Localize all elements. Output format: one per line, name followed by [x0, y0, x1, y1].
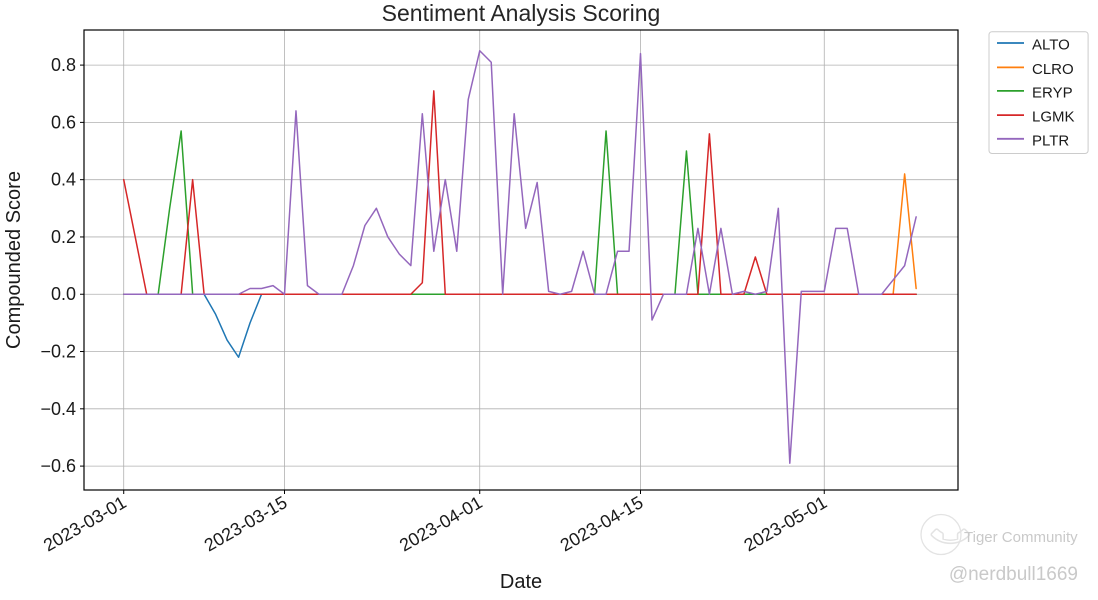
- svg-text:Tiger Community: Tiger Community: [964, 529, 1078, 546]
- svg-text:0.2: 0.2: [51, 227, 76, 247]
- svg-text:−0.2: −0.2: [40, 342, 76, 362]
- svg-text:0.6: 0.6: [51, 112, 76, 132]
- svg-text:0.0: 0.0: [51, 284, 76, 304]
- svg-text:−0.6: −0.6: [40, 456, 76, 476]
- svg-text:−0.4: −0.4: [40, 399, 76, 419]
- svg-text:0.4: 0.4: [51, 170, 76, 190]
- svg-text:Sentiment Analysis Scoring: Sentiment Analysis Scoring: [382, 0, 661, 26]
- svg-text:Date: Date: [500, 571, 542, 593]
- svg-text:0.8: 0.8: [51, 55, 76, 75]
- svg-text:Compounded Score: Compounded Score: [3, 171, 25, 349]
- svg-text:CLRO: CLRO: [1032, 61, 1074, 78]
- svg-text:ALTO: ALTO: [1032, 37, 1070, 54]
- svg-text:ERYP: ERYP: [1032, 84, 1073, 101]
- svg-text:LGMK: LGMK: [1032, 109, 1075, 126]
- svg-text:@nerdbull1669: @nerdbull1669: [949, 564, 1078, 585]
- svg-text:PLTR: PLTR: [1032, 132, 1069, 149]
